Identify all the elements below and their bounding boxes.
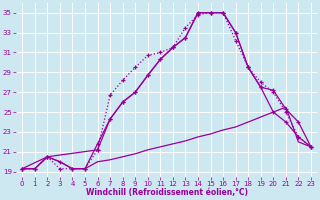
X-axis label: Windchill (Refroidissement éolien,°C): Windchill (Refroidissement éolien,°C) [85,188,248,197]
